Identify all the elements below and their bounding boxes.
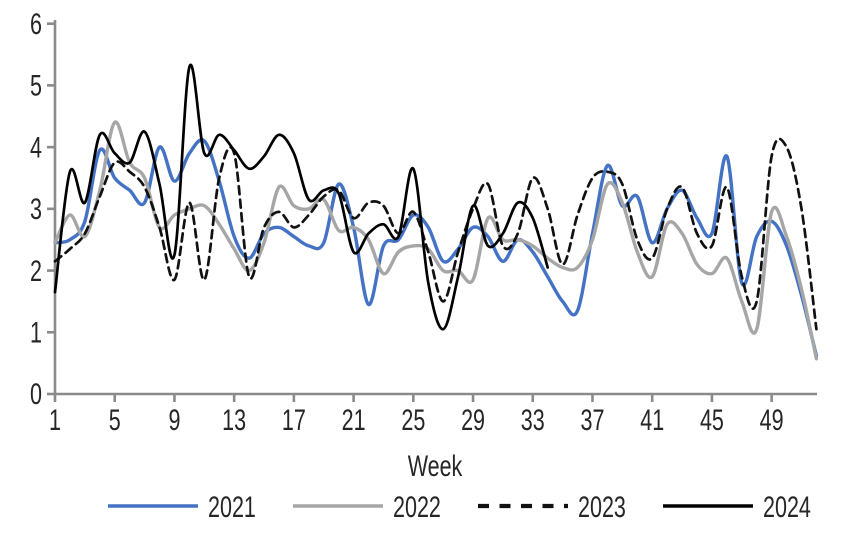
y-tick-label: 2 (30, 256, 42, 288)
series-2024-line (53, 63, 550, 331)
x-tick-label: 33 (521, 405, 545, 437)
legend-label-2023: 2023 (578, 492, 626, 524)
x-tick-label: 1 (49, 405, 61, 437)
y-tick-label: 5 (30, 70, 42, 102)
y-tick-label: 0 (30, 379, 42, 411)
x-tick-label: 41 (640, 405, 664, 437)
y-tick-label: 6 (30, 9, 42, 41)
legend-label-2021: 2021 (208, 492, 256, 524)
x-tick-label: 21 (342, 405, 366, 437)
x-tick-label: 37 (581, 405, 605, 437)
x-tick-label: 9 (168, 405, 180, 437)
series-2021-line (53, 138, 819, 358)
x-tick-label: 17 (282, 405, 306, 437)
x-tick-label: 5 (109, 405, 121, 437)
legend-label-2022: 2022 (393, 492, 441, 524)
series-2023-line (53, 137, 818, 331)
y-tick-label: 4 (30, 132, 42, 164)
y-tick-label: 1 (30, 317, 42, 349)
series-2022-line (53, 120, 819, 361)
x-axis-title: Week (408, 451, 463, 483)
x-tick-label: 29 (461, 405, 485, 437)
legend-label-2024: 2024 (763, 492, 811, 524)
x-tick-label: 13 (222, 405, 246, 437)
y-tick-label: 3 (30, 194, 42, 226)
x-tick-label: 45 (700, 405, 724, 437)
x-tick-label: 49 (760, 405, 784, 437)
x-tick-label: 25 (401, 405, 425, 437)
